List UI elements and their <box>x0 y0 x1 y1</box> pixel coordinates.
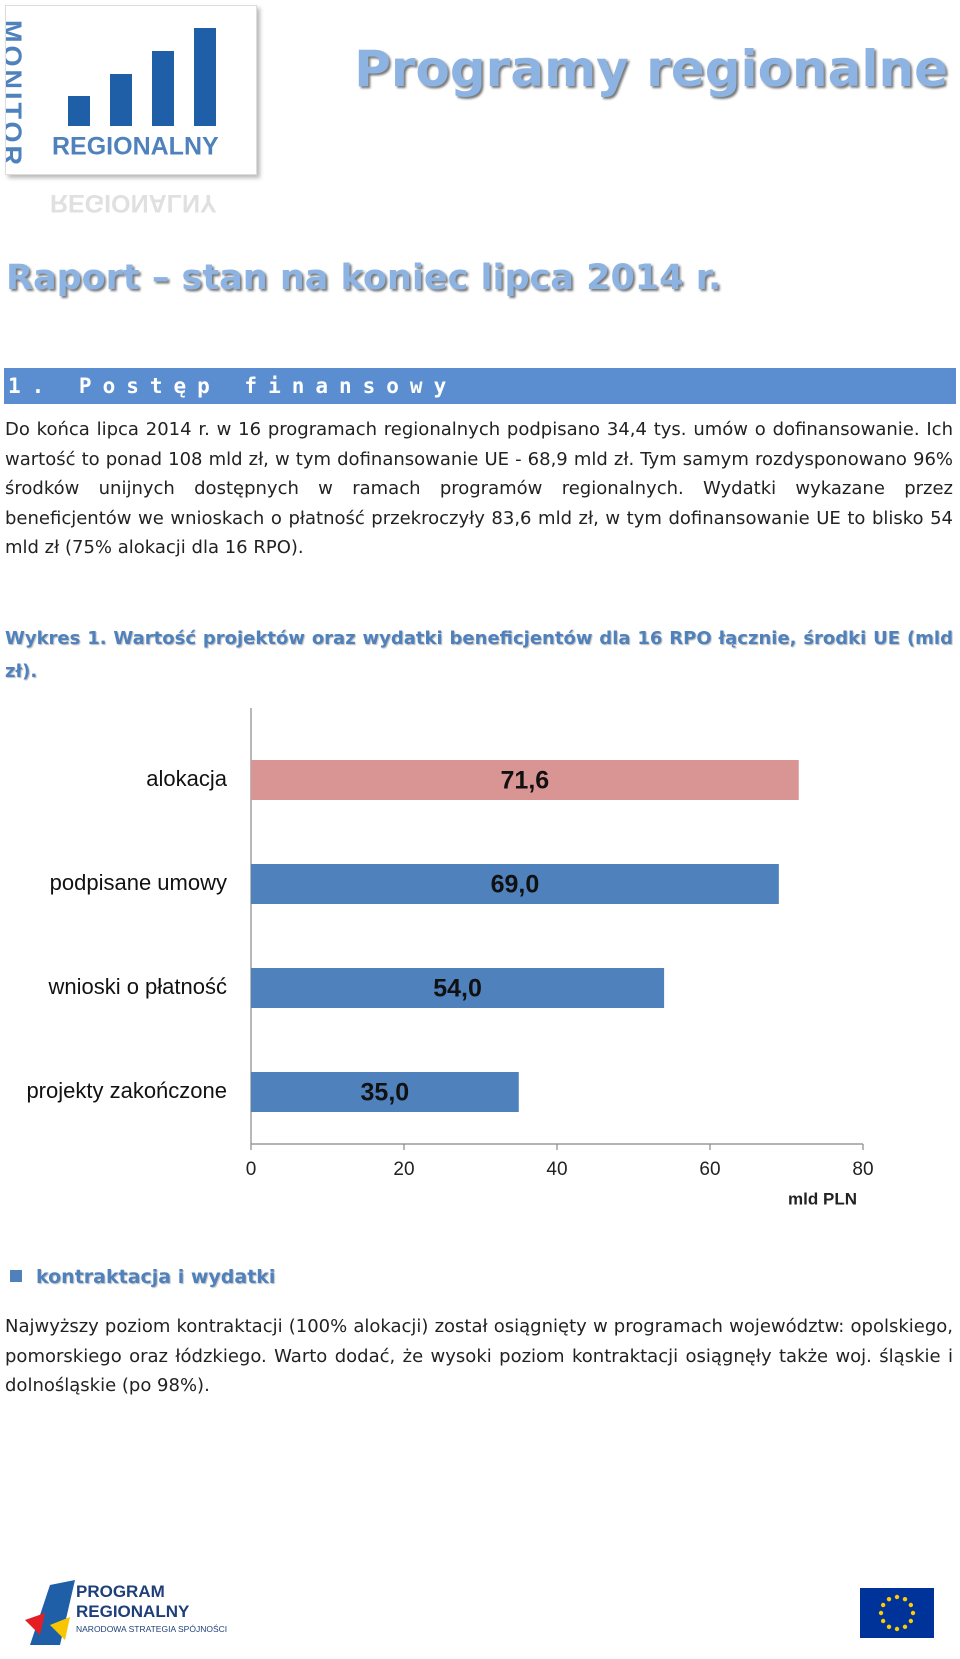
bar <box>251 1072 519 1112</box>
category-label: alokacja <box>146 766 227 791</box>
subheading: kontraktacja i wydatki <box>10 1266 275 1288</box>
bar <box>251 760 799 800</box>
category-label: wnioski o płatność <box>47 974 227 999</box>
bar <box>251 864 779 904</box>
logo: MONITOR REGIONALNY <box>0 5 257 175</box>
value-label: 69,0 <box>491 871 540 899</box>
logo-text: REGIONALNY <box>52 133 219 161</box>
category-label: podpisane umowy <box>50 870 227 895</box>
chart: 0 20 40 60 80 mld PLN alokacja 71,6 podpisane um… <box>26 708 874 1208</box>
paragraph: Najwyższy poziom kontraktacji (100% alok… <box>5 1316 953 1396</box>
logo-text: MONITOR <box>6 20 27 168</box>
logo-text: REGIONALNY <box>76 1602 190 1621</box>
value-label: 54,0 <box>433 975 482 1003</box>
logo-reflection: REGIONALNY <box>50 189 217 217</box>
value-label: 71,6 <box>501 767 550 795</box>
x-tick-label: 80 <box>852 1159 873 1180</box>
bar <box>251 968 665 1008</box>
category-label: projekty zakończone <box>26 1078 227 1103</box>
value-label: 35,0 <box>361 1079 410 1107</box>
text: Do końca lipca 2014 r. w 16 programach r… <box>5 419 953 529</box>
x-tick-label: 60 <box>699 1159 720 1180</box>
x-tick-label: 20 <box>393 1159 414 1180</box>
logo-text: PROGRAM <box>76 1582 165 1601</box>
chart-caption: Wykres 1. Wartość projektów oraz wydatki… <box>5 628 953 682</box>
page-title: Programy regionalne <box>354 40 948 98</box>
program-logo: PROGRAM REGIONALNY NARODOWA STRATEGIA SP… <box>25 1580 227 1645</box>
x-tick-label: 0 <box>246 1159 257 1180</box>
paragraph: Do końca lipca 2014 r. w 16 programach r… <box>5 415 953 563</box>
report-subtitle: Raport – stan na koniec lipca 2014 r. <box>6 258 722 298</box>
logo-text: NARODOWA STRATEGIA SPÓJNOŚCI <box>76 1623 227 1634</box>
axis-title: mld PLN <box>788 1189 857 1208</box>
x-tick-label: 40 <box>546 1159 567 1180</box>
text: dofinansowanie UE to blisko 54 mld zł (7… <box>5 507 953 559</box>
logo-graphic: MONITOR REGIONALNY <box>0 20 219 168</box>
section-heading: 1. Postęp finansowy <box>4 368 956 404</box>
eu-flag <box>860 1588 934 1638</box>
